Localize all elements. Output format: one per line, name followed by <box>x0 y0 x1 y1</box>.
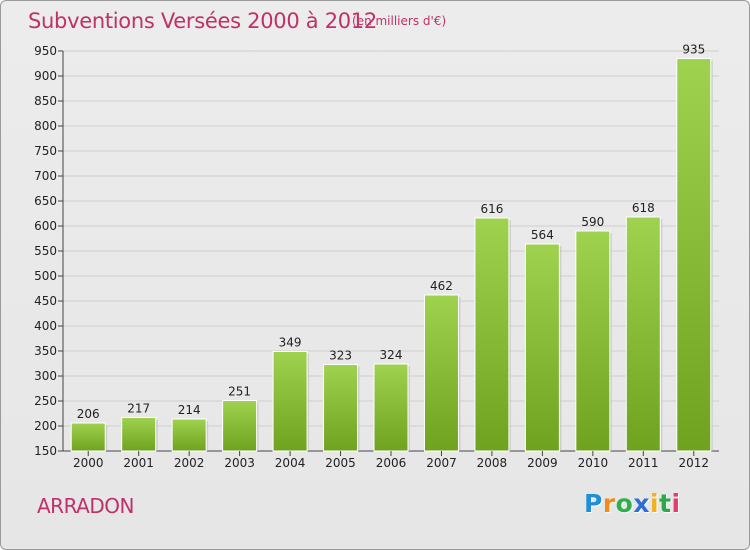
y-tick-label: 750 <box>34 144 57 158</box>
y-tick-label: 450 <box>34 294 57 308</box>
logo-letter: i <box>650 489 660 518</box>
y-tick-label: 300 <box>34 369 57 383</box>
commune-name: ARRADON <box>37 494 134 518</box>
y-tick-label: 200 <box>34 419 57 433</box>
y-tick-label: 900 <box>34 69 57 83</box>
data-label: 349 <box>279 336 302 350</box>
data-label: 217 <box>127 402 150 416</box>
logo-letter: t <box>659 489 672 518</box>
bar-2011 <box>625 216 661 452</box>
data-label: 251 <box>228 385 251 399</box>
bar-2006 <box>373 363 409 452</box>
x-tick-label: 2004 <box>275 456 306 470</box>
bar-2009 <box>524 243 560 452</box>
x-tick-label: 2003 <box>224 456 255 470</box>
data-label: 564 <box>531 228 554 242</box>
y-tick-label: 950 <box>34 44 57 58</box>
bar-2008 <box>474 217 510 452</box>
y-tick-label: 850 <box>34 94 57 108</box>
y-tick-label: 250 <box>34 394 57 408</box>
x-tick-label: 2012 <box>678 456 709 470</box>
y-tick-label: 350 <box>34 344 57 358</box>
chart-subtitle: (en milliers d'€) <box>352 14 447 28</box>
logo-letter: P <box>584 489 603 518</box>
data-label: 590 <box>581 215 604 229</box>
y-tick-label: 700 <box>34 169 57 183</box>
bar-2007 <box>423 294 459 452</box>
y-tick-label: 800 <box>34 119 57 133</box>
y-tick-label: 550 <box>34 244 57 258</box>
bar-2001 <box>121 417 157 452</box>
logo-letter: o <box>615 489 634 518</box>
logo-letter: r <box>602 489 616 518</box>
bar-2002 <box>171 418 207 452</box>
y-tick-label: 150 <box>34 444 57 458</box>
bar-2003 <box>222 400 258 452</box>
data-labels: 206 217 214 251 349 323 324 462 616 564 590 618 935 <box>77 43 705 422</box>
x-tick-label: 2008 <box>477 456 508 470</box>
data-label: 935 <box>682 43 705 57</box>
logo-letter: i <box>671 489 681 518</box>
proxiti-logo: Proxiti <box>584 489 681 518</box>
bar-2010 <box>575 230 611 452</box>
data-label: 323 <box>329 349 352 363</box>
data-label: 616 <box>480 202 503 216</box>
x-tick-label: 2011 <box>628 456 659 470</box>
data-label: 462 <box>430 279 453 293</box>
data-label: 324 <box>380 348 403 362</box>
x-tick-label: 2000 <box>73 456 104 470</box>
x-tick-label: 2007 <box>426 456 457 470</box>
bar-2004 <box>272 351 308 452</box>
data-label: 206 <box>77 407 100 421</box>
bar-2005 <box>323 364 359 452</box>
y-tick-label: 400 <box>34 319 57 333</box>
bars <box>70 58 713 452</box>
x-tick-label: 2006 <box>376 456 407 470</box>
y-tick-labels: 150 200 250 300 350 400 450 500 550 600 650 700 750 8… <box>34 44 57 458</box>
x-tick-label: 2002 <box>174 456 205 470</box>
y-tick-label: 650 <box>34 194 57 208</box>
bar-2012 <box>676 58 712 452</box>
x-tick-label: 2010 <box>578 456 609 470</box>
y-tick-label: 600 <box>34 219 57 233</box>
y-tick-label: 500 <box>34 269 57 283</box>
x-tick-label: 2001 <box>123 456 154 470</box>
x-tick-label: 2005 <box>325 456 356 470</box>
x-tick-labels: 2000 2001 2002 2003 2004 2005 2006 2007 2008 2009… <box>73 451 709 470</box>
data-label: 618 <box>632 201 655 215</box>
data-label: 214 <box>178 403 201 417</box>
bar-2000 <box>70 422 106 452</box>
x-tick-label: 2009 <box>527 456 558 470</box>
chart-title: Subventions Versées 2000 à 2012 <box>28 9 377 33</box>
logo-letter: x <box>633 489 650 518</box>
